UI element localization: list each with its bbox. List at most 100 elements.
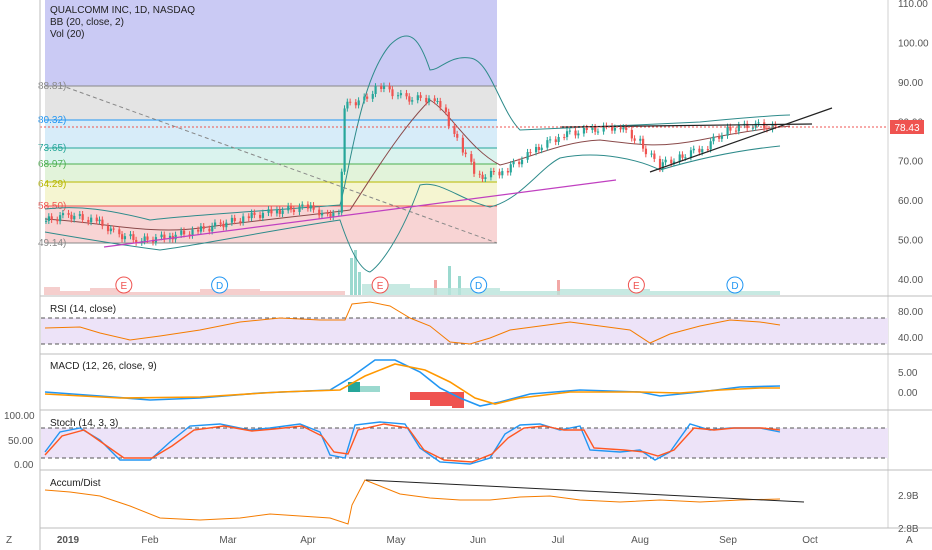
corner-left[interactable]: Z: [6, 535, 12, 546]
fib-label-6: 49.14): [38, 238, 66, 249]
candle-body: [290, 205, 293, 210]
stoch-panel[interactable]: Stoch (14, 3, 3) 100.00 50.00 0.00: [4, 411, 888, 471]
candle-body: [754, 123, 757, 128]
candle-body: [439, 100, 442, 108]
candle-body: [363, 96, 366, 101]
candle-body: [658, 158, 662, 169]
candle-body: [275, 209, 279, 214]
price-tick: 40.00: [898, 275, 923, 286]
candle-body: [433, 98, 436, 102]
candle-body: [188, 234, 191, 236]
fib-retracement[interactable]: 88.81) 80.32) 73.65) 68.97) 64.29) 58.50…: [38, 0, 498, 249]
candle-body: [56, 219, 59, 222]
volume-bar: [434, 280, 437, 295]
volume-area-late: [362, 284, 780, 295]
event-marker-label: E: [633, 281, 640, 292]
candle-body: [73, 215, 76, 220]
time-tick: Mar: [219, 535, 237, 546]
candle-body: [397, 95, 400, 97]
candle-body: [565, 131, 569, 138]
candle-body: [146, 236, 149, 240]
trendline-support-magenta[interactable]: [103, 179, 617, 248]
dividend-marker[interactable]: [211, 276, 229, 294]
fib-label-2: 73.65): [38, 143, 66, 154]
candle-body: [436, 100, 439, 102]
rsi-panel[interactable]: RSI (14, close) 80.00 40.00: [41, 301, 923, 345]
fib-zone-5: [45, 182, 497, 206]
candle-body: [337, 212, 341, 214]
candle-body: [774, 124, 777, 127]
candle-body: [698, 148, 701, 153]
candle-body: [470, 154, 473, 162]
time-axis[interactable]: 2019 Feb Mar Apr May Jun Jul Aug Sep Oct: [57, 535, 818, 546]
candle-body: [577, 133, 580, 136]
candle-body: [506, 171, 510, 173]
candle-body: [180, 230, 183, 235]
candle-body: [622, 127, 625, 130]
candle-body: [408, 96, 411, 102]
accum-dist-panel[interactable]: Accum/Dist 2.9B 2.8B: [44, 478, 919, 535]
volume-bar: [557, 280, 560, 295]
candle-body: [247, 216, 250, 219]
fib-label-3: 68.97): [38, 159, 66, 170]
earnings-marker[interactable]: [371, 276, 389, 294]
candle-body: [574, 130, 577, 136]
candle-body: [729, 126, 732, 131]
candle-body: [411, 100, 414, 102]
stoch-title: Stoch (14, 3, 3): [50, 418, 118, 429]
fib-zone-2: [45, 120, 497, 148]
candle-body: [444, 107, 448, 112]
candle-body: [489, 170, 493, 178]
candle-body: [509, 164, 512, 173]
candle-body: [712, 136, 715, 142]
macd-tick-5: 5.00: [898, 368, 918, 379]
candle-body: [118, 229, 121, 235]
candle-body: [349, 101, 352, 103]
candle-body: [554, 139, 557, 142]
candle-body: [405, 93, 408, 97]
candle-body: [306, 204, 310, 209]
event-marker-label: D: [475, 281, 482, 292]
candle-body: [706, 149, 709, 151]
price-tick: 60.00: [898, 196, 923, 207]
candle-body: [270, 209, 273, 214]
candle-body: [95, 217, 98, 222]
event-marker-label: D: [731, 281, 738, 292]
event-marker-label: E: [377, 281, 384, 292]
candle-body: [416, 95, 419, 101]
candle-body: [143, 236, 146, 242]
candle-body: [498, 171, 501, 176]
candle-body: [568, 130, 571, 132]
candle-body: [101, 219, 104, 227]
macd-panel[interactable]: MACD (12, 26, close, 9) 5.00 0.00: [44, 359, 918, 408]
candle-body: [512, 161, 515, 165]
candle-body: [664, 159, 667, 163]
price-tick: 90.00: [898, 78, 923, 89]
earnings-marker[interactable]: [115, 276, 133, 294]
candle-body: [625, 127, 628, 130]
candle-body: [59, 215, 62, 222]
candle-body: [419, 95, 422, 98]
signal-line: [44, 363, 780, 405]
time-tick: Sep: [719, 535, 737, 546]
earnings-marker[interactable]: [627, 276, 645, 294]
rsi-title: RSI (14, close): [50, 304, 116, 315]
candle-body: [354, 102, 357, 106]
candle-body: [312, 205, 315, 210]
volume-bar: [448, 266, 451, 295]
corner-right[interactable]: A: [906, 535, 913, 546]
volume-bar: [354, 250, 357, 295]
candle-body: [61, 213, 65, 216]
dividend-marker[interactable]: [470, 276, 488, 294]
candle-body: [329, 213, 332, 217]
fib-label-1: 80.32): [38, 115, 66, 126]
price-axis[interactable]: 40.0050.0060.0070.0080.0090.00100.00110.…: [898, 0, 929, 286]
dividend-marker[interactable]: [726, 276, 744, 294]
candle-body: [689, 150, 693, 158]
accum-dist-trendline[interactable]: [365, 479, 805, 503]
candle-body: [501, 171, 504, 176]
time-tick: Jul: [552, 535, 565, 546]
trendline-rising-support[interactable]: [649, 107, 833, 173]
